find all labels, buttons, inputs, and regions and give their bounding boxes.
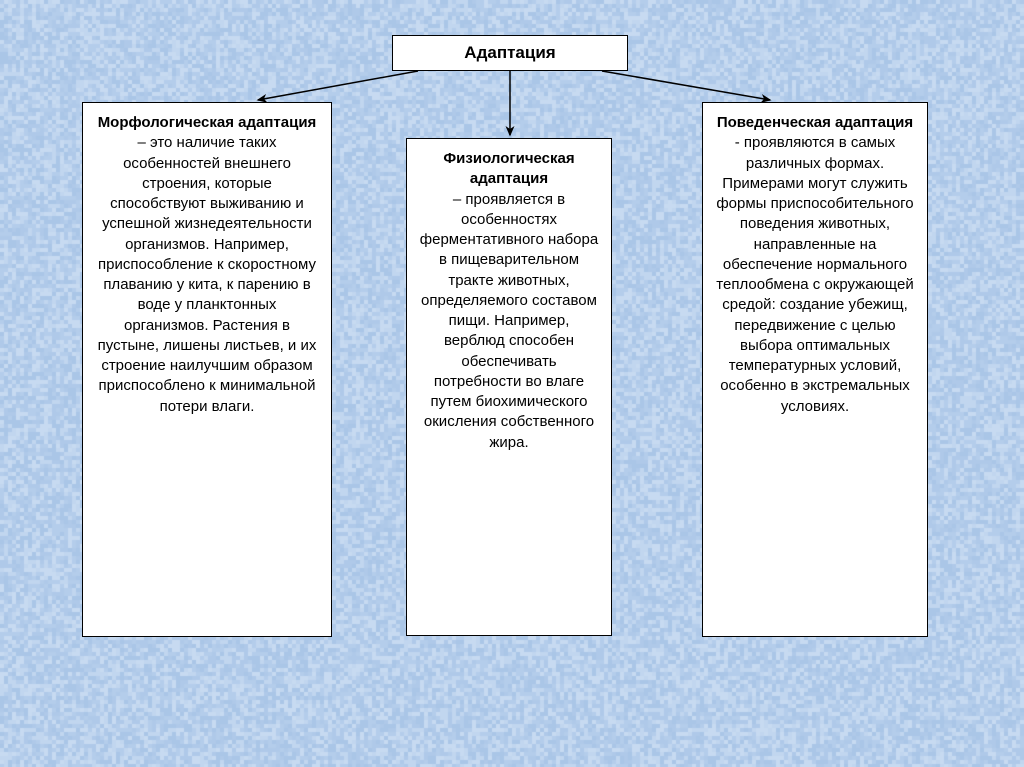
diagram-content: Адаптация Морфологическая адаптация – эт… [0,0,1024,767]
child-morphological-title: Морфологическая адаптация [95,113,319,133]
root-node: Адаптация [392,35,628,71]
child-morphological-body: – это наличие таких особенностей внешнег… [95,133,319,417]
child-behavioral-title: Поведенческая адаптация [715,113,915,133]
child-physiological-body: – проявляется в особенностях ферментатив… [419,190,599,453]
child-physiological: Физиологическая адаптация – проявляется … [406,138,612,636]
child-morphological: Морфологическая адаптация – это наличие … [82,102,332,637]
child-physiological-title: Физиологическая адаптация [419,149,599,190]
child-behavioral-body: - проявляются в самых различных формах. … [715,133,915,417]
root-label: Адаптация [464,43,555,63]
child-behavioral: Поведенческая адаптация - проявляются в … [702,102,928,637]
